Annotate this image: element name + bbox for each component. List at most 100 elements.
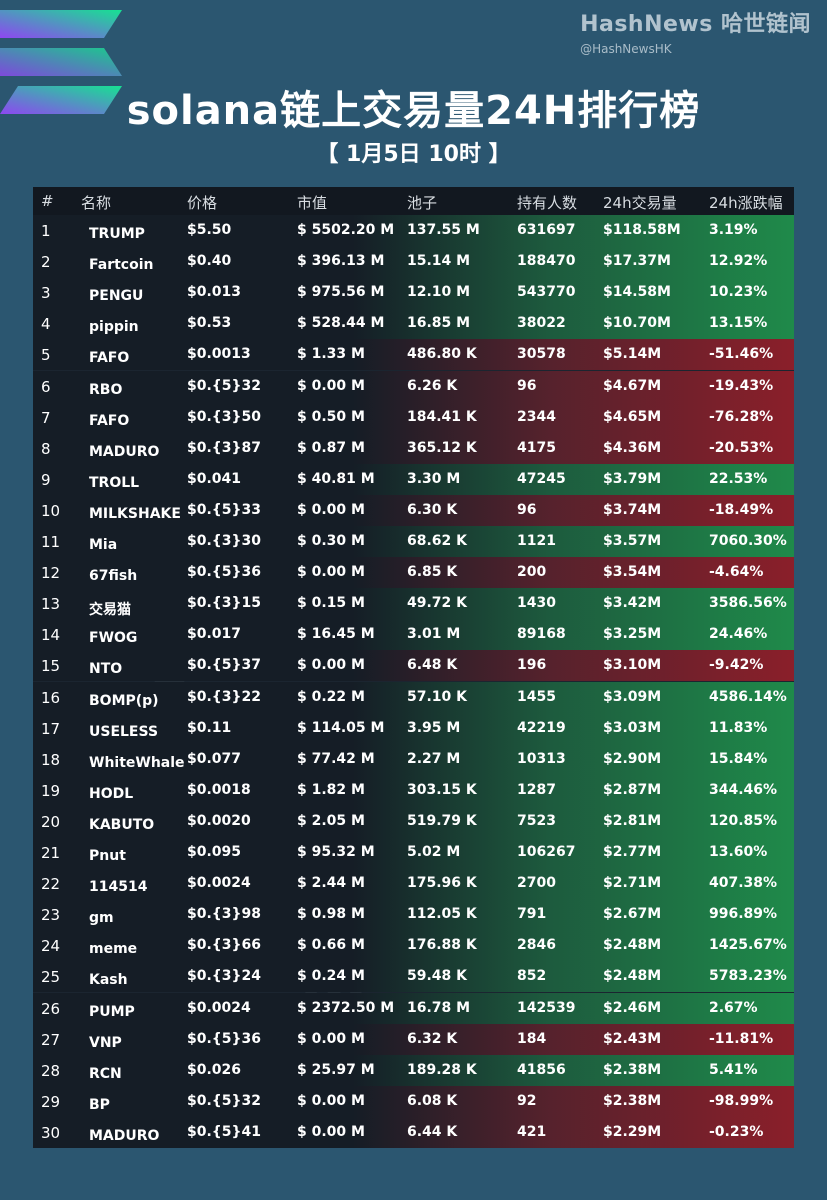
- cell-rank: 29: [41, 1092, 61, 1111]
- cell-pool: 6.26 K: [407, 377, 458, 394]
- table-row: 8 MADURO $0.{3}87 $ 0.87 M 365.12 K 4175 $4.36…: [33, 432, 794, 464]
- cell-volume: $2.43M: [603, 1030, 662, 1047]
- cell-holders: 791: [517, 906, 547, 923]
- cell-mcap: $ 0.98 M: [297, 906, 365, 923]
- cell-mcap: $ 0.24 M: [297, 968, 365, 985]
- cell-pool: 16.85 M: [407, 315, 471, 332]
- cell-mcap: $ 40.81 M: [297, 470, 375, 487]
- cell-price: $0.077: [187, 750, 242, 767]
- table-row: 20 KABUTO $0.0020 $ 2.05 M 519.79 K 7523 $2.81…: [33, 805, 794, 837]
- table-row: 14 FWOG $0.017 $ 16.45 M 3.01 M 89168 $3.25M 24…: [33, 619, 794, 651]
- cell-name: HODL: [89, 785, 134, 802]
- cell-rank: 10: [41, 501, 61, 520]
- cell-holders: 96: [517, 377, 537, 394]
- cell-name: NTO: [89, 661, 123, 678]
- table-row: 1 TRUMP $5.50 $ 5502.20 M 137.55 M 631697 $118…: [33, 215, 794, 246]
- cell-holders: 7523: [517, 812, 556, 829]
- cell-rank: 2: [41, 253, 51, 272]
- cell-mcap: $ 0.00 M: [297, 1092, 365, 1109]
- cell-mcap: $ 0.22 M: [297, 688, 365, 705]
- page-subtitle: 【 1月5日 10时 】: [316, 142, 511, 167]
- cell-pool: 49.72 K: [407, 595, 468, 612]
- cell-volume: $2.77M: [603, 844, 662, 860]
- cell-holders: 200: [517, 564, 547, 581]
- cell-holders: 142539: [517, 999, 576, 1016]
- cell-name: gm: [89, 910, 114, 927]
- table-row: 2 Fartcoin $0.40 $ 396.13 M 15.14 M 188470 $17…: [33, 246, 794, 278]
- cell-price: $0.{3}15: [187, 595, 261, 612]
- cell-holders: 2846: [517, 937, 556, 954]
- table-row: 23 gm $0.{3}98 $ 0.98 M 112.05 K 791 $2.67M 996…: [33, 899, 794, 931]
- cell-name: PUMP: [89, 1003, 135, 1020]
- table-row: 29 BP $0.{5}32 $ 0.00 M 6.08 K 92 $2.38M -98.99…: [33, 1085, 794, 1117]
- cell-name: BP: [89, 1096, 110, 1113]
- cell-rank: 11: [41, 533, 61, 551]
- cell-volume: $4.65M: [603, 408, 662, 425]
- cell-pool: 189.28 K: [407, 1061, 477, 1078]
- cell-rank: 30: [41, 1123, 61, 1142]
- cell-name: 114514: [89, 879, 148, 896]
- cell-mcap: $ 1.82 M: [297, 781, 365, 798]
- cell-mcap: $ 0.00 M: [297, 657, 365, 674]
- cell-rank: 20: [41, 812, 61, 831]
- cell-rank: 17: [41, 719, 61, 738]
- table-row: 18 WhiteWhale $0.077 $ 77.42 M 2.27 M 10313 $2…: [33, 743, 794, 775]
- cell-holders: 1455: [517, 688, 556, 705]
- cell-mcap: $ 114.05 M: [297, 719, 385, 736]
- cell-price: $0.0024: [187, 875, 251, 892]
- cell-change: 10.23%: [709, 284, 768, 301]
- table-row: 7 FAFO $0.{3}50 $ 0.50 M 184.41 K 2344 $4.65M -…: [33, 401, 794, 433]
- header-price: 价格: [187, 194, 218, 212]
- cell-change: 1425.67%: [709, 937, 787, 954]
- table-row: 28 RCN $0.026 $ 25.97 M 189.28 K 41856 $2.38M 5…: [33, 1054, 794, 1086]
- cell-change: 5783.23%: [709, 968, 787, 985]
- cell-change: 13.15%: [709, 315, 768, 332]
- cell-change: -4.64%: [709, 564, 764, 581]
- cell-volume: $3.79M: [603, 470, 662, 487]
- cell-volume: $3.03M: [603, 719, 662, 736]
- cell-change: 5.41%: [709, 1061, 758, 1078]
- cell-volume: $2.81M: [603, 812, 662, 829]
- cell-pool: 57.10 K: [407, 688, 468, 705]
- cell-holders: 92: [517, 1092, 537, 1109]
- cell-name: meme: [89, 941, 138, 958]
- cell-volume: $3.54M: [603, 564, 662, 581]
- cell-rank: 25: [41, 968, 61, 987]
- table-row: 22 114514 $0.0024 $ 2.44 M 175.96 K 2700 $2.71…: [33, 868, 794, 900]
- cell-name: Fartcoin: [89, 257, 154, 274]
- cell-change: 2.67%: [709, 999, 758, 1016]
- header-rank: #: [41, 192, 54, 210]
- solana-logo: [0, 10, 122, 114]
- cell-pool: 112.05 K: [407, 906, 477, 923]
- cell-mcap: $ 0.50 M: [297, 408, 365, 425]
- cell-rank: 23: [41, 906, 61, 925]
- cell-holders: 38022: [517, 315, 566, 332]
- cell-volume: $3.74M: [603, 501, 662, 518]
- cell-rank: 1: [41, 222, 51, 240]
- cell-volume: $3.09M: [603, 688, 662, 705]
- cell-pool: 486.80 K: [407, 346, 477, 363]
- cell-price: $0.53: [187, 315, 232, 332]
- cell-change: 24.46%: [709, 626, 768, 643]
- brand-name: HashNews 哈世链闻: [580, 12, 811, 37]
- cell-name: RBO: [89, 381, 123, 398]
- cell-rank: 13: [41, 595, 61, 614]
- cell-holders: 106267: [517, 844, 576, 860]
- cell-change: -11.81%: [709, 1030, 774, 1047]
- cell-holders: 421: [517, 1123, 547, 1140]
- cell-price: $0.0013: [187, 346, 251, 363]
- cell-mcap: $ 0.00 M: [297, 501, 365, 518]
- cell-rank: 3: [41, 284, 51, 303]
- cell-holders: 852: [517, 968, 547, 985]
- cell-pool: 365.12 K: [407, 439, 477, 456]
- table-row: 9 TROLL $0.041 $ 40.81 M 3.30 M 47245 $3.79M 22…: [33, 463, 794, 495]
- cell-name: FAFO: [89, 350, 130, 367]
- cell-pool: 5.02 M: [407, 844, 461, 860]
- table-row: 12 67fish $0.{5}36 $ 0.00 M 6.85 K 200 $3.54M -…: [33, 557, 794, 589]
- cell-rank: 26: [41, 999, 61, 1018]
- cell-pool: 6.08 K: [407, 1092, 458, 1109]
- cell-rank: 19: [41, 781, 61, 800]
- table-row: 21 Pnut $0.095 $ 95.32 M 5.02 M 106267 $2.77M 1…: [33, 837, 794, 868]
- cell-price: $0.095: [187, 844, 242, 860]
